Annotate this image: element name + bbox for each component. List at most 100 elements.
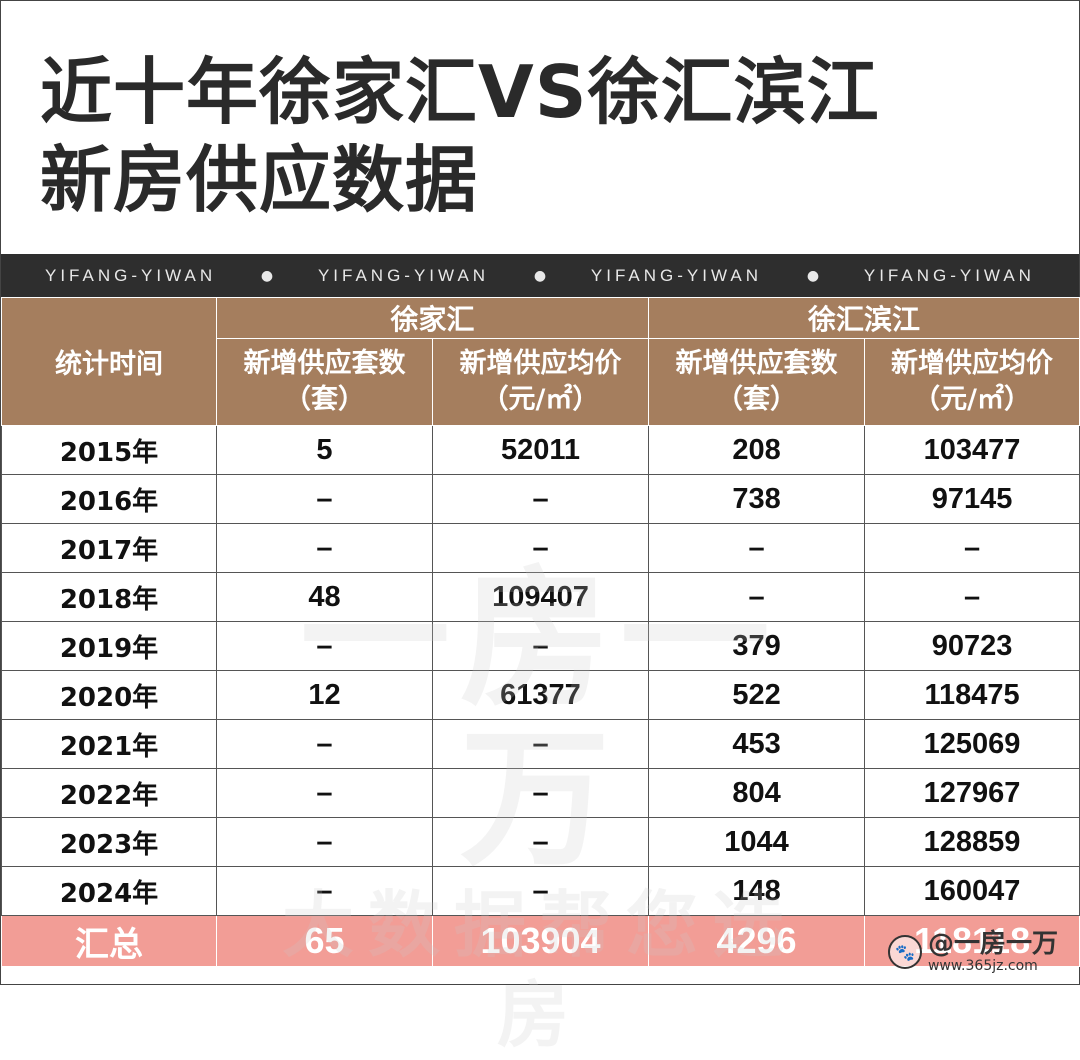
header-xjh-price: 新增供应均价 （元/㎡）	[431, 338, 650, 426]
table-row: 2020年 12 61377 522 118475	[1, 670, 1080, 720]
table-body: 2015年 5 52011 208 103477 2016年 – – 738 9…	[1, 425, 1080, 967]
dot-icon: ●	[806, 267, 820, 284]
cell-bj-units: 522	[648, 670, 866, 720]
source-badge: 🐾 @一房一万 www.365jz.com	[887, 931, 1058, 973]
total-bj-price: 118118	[864, 915, 1080, 967]
cell-bj-units: 379	[648, 621, 866, 671]
header-unit: （元/㎡）	[913, 384, 1031, 415]
total-label: 汇总	[1, 915, 217, 967]
cell-bj-units: –	[648, 523, 866, 573]
cell-xjh-price: –	[431, 523, 650, 573]
cell-bj-price: 90723	[864, 621, 1080, 671]
page-title: 近十年徐家汇VS徐汇滨江 新房供应数据	[40, 48, 1040, 224]
title-line-1: 近十年徐家汇VS徐汇滨江	[40, 50, 880, 134]
header-label: 新增供应均价	[891, 348, 1054, 379]
cell-bj-price: –	[864, 523, 1080, 573]
title-line-2: 新房供应数据	[40, 138, 479, 222]
cell-xjh-units: –	[216, 768, 433, 818]
header-label: 新增供应均价	[459, 348, 622, 379]
cell-year: 2017年	[1, 523, 217, 573]
header-label: 新增供应套数	[243, 348, 406, 379]
cell-bj-price: 160047	[864, 866, 1080, 916]
table-row: 2019年 – – 379 90723	[1, 621, 1080, 671]
cell-xjh-price: –	[431, 768, 650, 818]
source-text: @一房一万 www.365jz.com	[928, 931, 1058, 973]
header-group-xujiahui: 徐家汇	[215, 297, 650, 339]
cell-bj-units: 804	[648, 768, 866, 818]
brand-bar: YIFANG-YIWAN ● YIFANG-YIWAN ● YIFANG-YIW…	[1, 254, 1079, 297]
brand-text: YIFANG-YIWAN	[590, 265, 763, 285]
cell-bj-price: 125069	[864, 719, 1080, 769]
total-xjh-units: 65	[216, 915, 433, 967]
cell-xjh-price: –	[431, 474, 650, 524]
cell-bj-price: 97145	[864, 474, 1080, 524]
cell-bj-units: 453	[648, 719, 866, 769]
cell-xjh-units: 5	[216, 425, 433, 475]
total-bj-units: 4296	[648, 915, 866, 967]
header-row-groups: 统计时间 徐家汇 徐汇滨江	[1, 297, 1080, 426]
cell-bj-units: 1044	[648, 817, 866, 867]
cell-xjh-price: 52011	[431, 425, 650, 475]
cell-bj-price: 118475	[864, 670, 1080, 720]
cell-bj-units: 148	[648, 866, 866, 916]
cell-xjh-units: 48	[216, 572, 433, 622]
dot-icon: ●	[533, 267, 547, 284]
cell-bj-price: 127967	[864, 768, 1080, 818]
cell-year: 2024年	[1, 866, 217, 916]
table-row: 2017年 – – – –	[1, 523, 1080, 573]
header-unit: （元/㎡）	[481, 384, 600, 415]
cell-bj-price: 103477	[864, 425, 1080, 475]
cell-xjh-price: –	[431, 866, 650, 916]
dot-icon: ●	[260, 267, 274, 284]
header-group-binjiang: 徐汇滨江	[648, 297, 1080, 339]
cell-xjh-price: 109407	[431, 572, 650, 622]
brand-text: YIFANG-YIWAN	[863, 265, 1035, 285]
cell-xjh-price: –	[431, 719, 650, 769]
header-label: 新增供应套数	[675, 348, 838, 379]
table-row: 2018年 48 109407 – –	[1, 572, 1080, 622]
cell-xjh-units: –	[216, 866, 433, 916]
supply-table: 统计时间 徐家汇 徐汇滨江 新增供应套数 （套） 新增供应均价 （元/㎡） 新增…	[1, 297, 1080, 967]
cell-bj-units: 208	[648, 425, 866, 475]
header-stat-time: 统计时间	[1, 297, 217, 426]
cell-xjh-price: –	[431, 621, 650, 671]
cell-bj-units: 738	[648, 474, 866, 524]
brand-text: YIFANG-YIWAN	[45, 265, 217, 285]
total-xjh-price: 103904	[431, 915, 650, 967]
cell-year: 2018年	[1, 572, 217, 622]
cell-xjh-units: –	[216, 719, 433, 769]
source-name: @一房一万	[927, 929, 1058, 959]
cell-year: 2020年	[1, 670, 217, 720]
cell-year: 2022年	[1, 768, 217, 818]
cell-xjh-units: –	[216, 817, 433, 867]
header-unit: （套）	[284, 384, 365, 415]
table-row: 2022年 – – 804 127967	[1, 768, 1080, 818]
cell-year: 2016年	[1, 474, 217, 524]
table-row: 2023年 – – 1044 128859	[1, 817, 1080, 867]
cell-xjh-price: 61377	[431, 670, 650, 720]
total-row: 汇总 65 103904 4296 118118	[1, 915, 1080, 967]
cell-year: 2019年	[1, 621, 217, 671]
cell-xjh-units: –	[216, 474, 433, 524]
paw-icon: 🐾	[887, 935, 922, 969]
source-url: www.365jz.com	[927, 958, 1038, 974]
header-bj-units: 新增供应套数 （套）	[648, 338, 866, 426]
header-row-sub: 新增供应套数 （套） 新增供应均价 （元/㎡） 新增供应套数 （套） 新增供应均…	[2, 338, 1080, 426]
table-row: 2016年 – – 738 97145	[1, 474, 1080, 524]
cell-bj-price: –	[864, 572, 1080, 622]
header-bj-price: 新增供应均价 （元/㎡）	[864, 338, 1080, 426]
cell-year: 2015年	[1, 425, 217, 475]
table-row: 2015年 5 52011 208 103477	[1, 425, 1080, 475]
cell-year: 2021年	[1, 719, 217, 769]
brand-text: YIFANG-YIWAN	[317, 265, 490, 285]
cell-xjh-price: –	[431, 817, 650, 867]
cell-xjh-units: 12	[216, 670, 433, 720]
table-row: 2021年 – – 453 125069	[1, 719, 1080, 769]
cell-year: 2023年	[1, 817, 217, 867]
cell-bj-price: 128859	[864, 817, 1080, 867]
header-xjh-units: 新增供应套数 （套）	[216, 338, 433, 426]
table-row: 2024年 – – 148 160047	[1, 866, 1080, 916]
header-unit: （套）	[716, 384, 798, 415]
cell-xjh-units: –	[216, 621, 433, 671]
cell-bj-units: –	[648, 572, 866, 622]
